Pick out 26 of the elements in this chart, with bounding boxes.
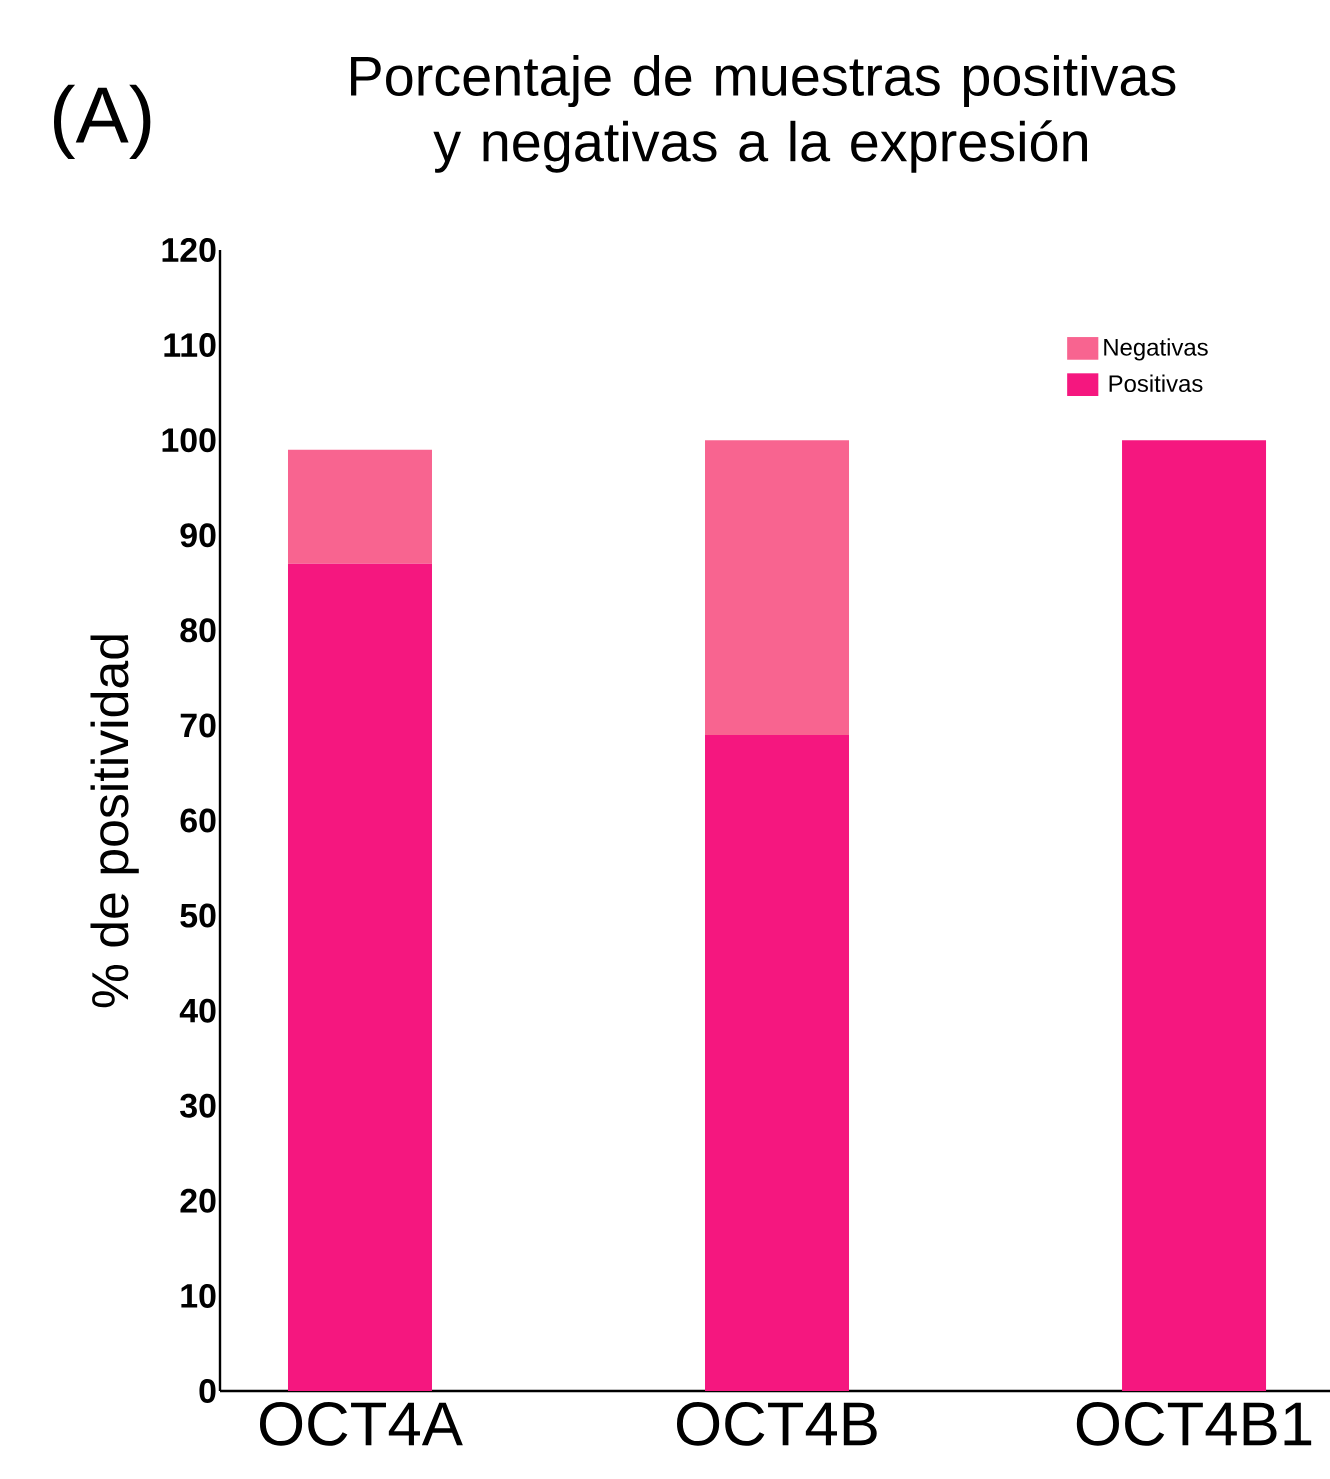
- y-tick-label: 10: [181, 1283, 216, 1308]
- y-tick-label: 0: [199, 1379, 216, 1403]
- x-tick-label: OCT4A: [259, 1402, 463, 1446]
- y-tick-label: 110: [164, 333, 216, 358]
- y-tick-label: 20: [180, 1188, 216, 1213]
- bar: [1122, 440, 1267, 1391]
- y-tick-label: 30: [180, 1093, 216, 1118]
- legend-label: Negativas: [1104, 338, 1208, 361]
- y-tick-label: 120: [162, 237, 216, 262]
- y-tick-label: 50: [180, 903, 216, 928]
- chart-title: Porcentaje de muestras positivas y negativas a la expresión: [351, 55, 1176, 173]
- legend-label: Positivas: [1109, 374, 1203, 393]
- y-tick-label: 100: [162, 428, 216, 453]
- y-tick-label: 70: [180, 713, 216, 738]
- bar: [705, 734, 850, 1391]
- x-tick-label: OCT4B: [676, 1402, 877, 1446]
- y-tick-label: 40: [179, 998, 216, 1023]
- x-tick-label: OCT4B1: [1076, 1402, 1312, 1446]
- y-tick-label: 60: [180, 808, 216, 833]
- text: (A): [53, 84, 151, 160]
- y-axis-title: % de positividad: [90, 635, 139, 1008]
- bar: [287, 563, 432, 1391]
- bar: [287, 449, 432, 564]
- y-tick-label: 80: [180, 618, 216, 643]
- bar: [705, 440, 850, 735]
- y-tick-label: 90: [180, 523, 216, 548]
